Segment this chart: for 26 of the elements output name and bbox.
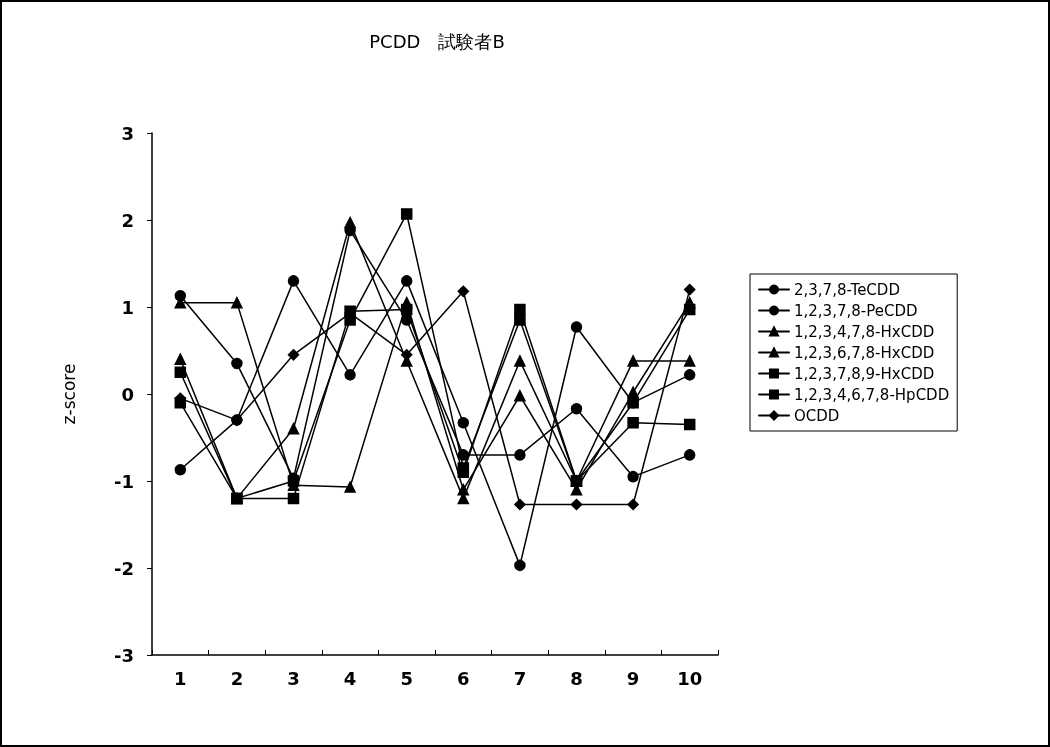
y-tick-label: -2 — [114, 557, 134, 579]
y-tick-label: -3 — [114, 644, 134, 666]
x-tick-label: 10 — [677, 667, 703, 689]
legend-label: OCDD — [794, 406, 840, 425]
legend-label: 1,2,3,7,8-PeCDD — [794, 301, 918, 320]
legend-label: 1,2,3,7,8,9-HxCDD — [794, 364, 935, 383]
y-tick-label: 0 — [121, 383, 134, 405]
y-tick-label: 3 — [121, 122, 134, 144]
y-tick-label: 2 — [121, 209, 134, 231]
x-tick-label: 3 — [287, 667, 300, 689]
x-tick-label: 5 — [400, 667, 413, 689]
legend-label: 1,2,3,4,7,8-HxCDD — [794, 322, 935, 341]
x-tick-label: 9 — [626, 667, 640, 689]
x-tick-label: 4 — [343, 667, 357, 689]
x-tick-label: 2 — [230, 667, 244, 689]
legend-label: 1,2,3,6,7,8-HxCDD — [794, 343, 935, 362]
x-tick-label: 6 — [457, 667, 470, 689]
x-tick-label: 7 — [513, 667, 527, 689]
x-tick-label: 1 — [174, 667, 187, 689]
y-axis-title: z-score — [58, 363, 79, 425]
legend-label: 1,2,3,4,6,7,8-HpCDD — [794, 385, 950, 404]
legend-label: 2,3,7,8-TeCDD — [794, 280, 900, 299]
x-tick-label: 8 — [570, 667, 583, 689]
y-tick-label: 1 — [121, 296, 134, 318]
chart-title: PCDD 試験者B — [369, 30, 505, 52]
y-tick-label: -1 — [114, 470, 134, 492]
